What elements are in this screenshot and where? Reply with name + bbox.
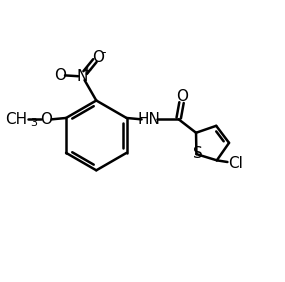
Text: +: +: [83, 66, 93, 76]
Text: HN: HN: [138, 112, 161, 127]
Text: O: O: [176, 89, 188, 104]
Text: -: -: [101, 46, 105, 59]
Text: O: O: [92, 50, 104, 65]
Text: CH: CH: [5, 112, 27, 127]
Text: S: S: [193, 146, 203, 161]
Text: Cl: Cl: [228, 156, 243, 171]
Text: 3: 3: [30, 118, 37, 128]
Text: O: O: [54, 68, 66, 83]
Text: O: O: [40, 112, 52, 127]
Text: N: N: [77, 69, 88, 84]
